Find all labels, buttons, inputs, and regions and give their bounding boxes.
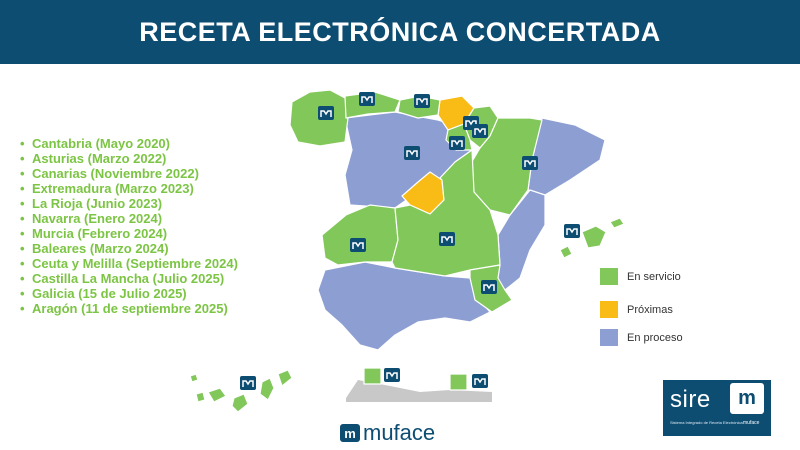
muface-logo-icon [564,224,580,238]
list-item: Canarias (Noviembre 2022) [20,166,260,181]
region-ibiza [559,245,573,259]
list-item: Extremadura (Marzo 2023) [20,181,260,196]
muface-logo-icon [472,124,488,138]
regions-list: Cantabria (Mayo 2020) Asturias (Marzo 20… [20,136,260,316]
title-banner: RECETA ELECTRÓNICA CONCERTADA [0,0,800,64]
muface-logo-icon [481,280,497,294]
legend-swatch [600,268,618,285]
sire-muface-label: muface [743,420,760,426]
legend-item-in-service: En servicio [600,268,681,285]
region-aragon [469,117,543,216]
region-canarias-6 [277,369,293,387]
region-canarias-5 [259,377,275,401]
sire-subtitle: Sistema Integrado de Receta Electrónica [670,420,743,425]
legend-label: Próximas [627,303,673,316]
region-canarias-2 [195,391,206,403]
region-canarias-1 [189,373,199,383]
region-extremadura [321,204,399,266]
legend-label: En servicio [627,270,681,283]
region-melilla [449,373,468,391]
region-menorca [609,217,625,229]
muface-logo-icon [439,232,455,246]
region-castilla-la-mancha [391,149,501,277]
page-title: RECETA ELECTRÓNICA CONCERTADA [139,16,661,47]
legend-label: En proceso [627,331,683,344]
region-canarias-3 [207,387,227,403]
list-item: Galicia (15 de Julio 2025) [20,286,260,301]
legend-swatch [600,329,618,346]
list-item: Aragón (11 de septiembre 2025) [20,301,260,316]
sire-logo: sire m Sistema Integrado de Receta Elect… [663,380,771,436]
list-item: Asturias (Marzo 2022) [20,151,260,166]
sire-logo-text: sire [670,386,711,413]
muface-logo: m muface [340,420,435,446]
list-item: Castilla La Mancha (Julio 2025) [20,271,260,286]
muface-logo-icon [359,92,375,106]
muface-logo-icon [350,238,366,252]
list-item: La Rioja (Junio 2023) [20,196,260,211]
region-andalucia [317,261,491,351]
muface-logo-icon [404,146,420,160]
muface-logo-icon [449,136,465,150]
muface-logo-icon [318,106,334,120]
muface-logo-icon [522,156,538,170]
list-item: Murcia (Febrero 2024) [20,226,260,241]
muface-logo-icon [472,374,488,388]
muface-logo-icon [240,376,256,390]
region-mallorca [581,225,607,249]
list-item: Ceuta y Melilla (Septiembre 2024) [20,256,260,271]
muface-markers [240,92,580,390]
legend-swatch [600,301,618,318]
muface-logo-text: muface [363,420,436,445]
list-item: Baleares (Marzo 2024) [20,241,260,256]
legend-item-in-process: En proceso [600,329,683,346]
region-canarias-4 [231,393,249,413]
sire-logo-mark: m [730,383,764,414]
muface-logo-icon [414,94,430,108]
muface-logo-icon [384,368,400,382]
region-ceuta [363,367,382,385]
list-item: Navarra (Enero 2024) [20,211,260,226]
north-africa-coast [346,380,492,402]
legend-item-upcoming: Próximas [600,301,673,318]
muface-logo-mark: m [340,424,360,442]
list-item: Cantabria (Mayo 2020) [20,136,260,151]
